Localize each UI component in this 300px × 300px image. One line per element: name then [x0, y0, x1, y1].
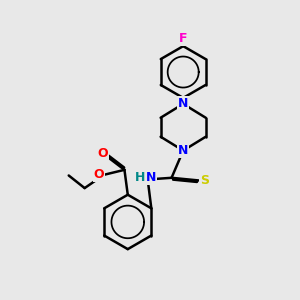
- Text: O: O: [94, 168, 104, 181]
- Text: F: F: [179, 32, 188, 45]
- Text: N: N: [178, 144, 188, 157]
- Text: N: N: [178, 98, 188, 110]
- Text: S: S: [200, 174, 209, 187]
- Text: H: H: [135, 171, 146, 184]
- Text: N: N: [146, 171, 156, 184]
- Text: O: O: [98, 147, 108, 160]
